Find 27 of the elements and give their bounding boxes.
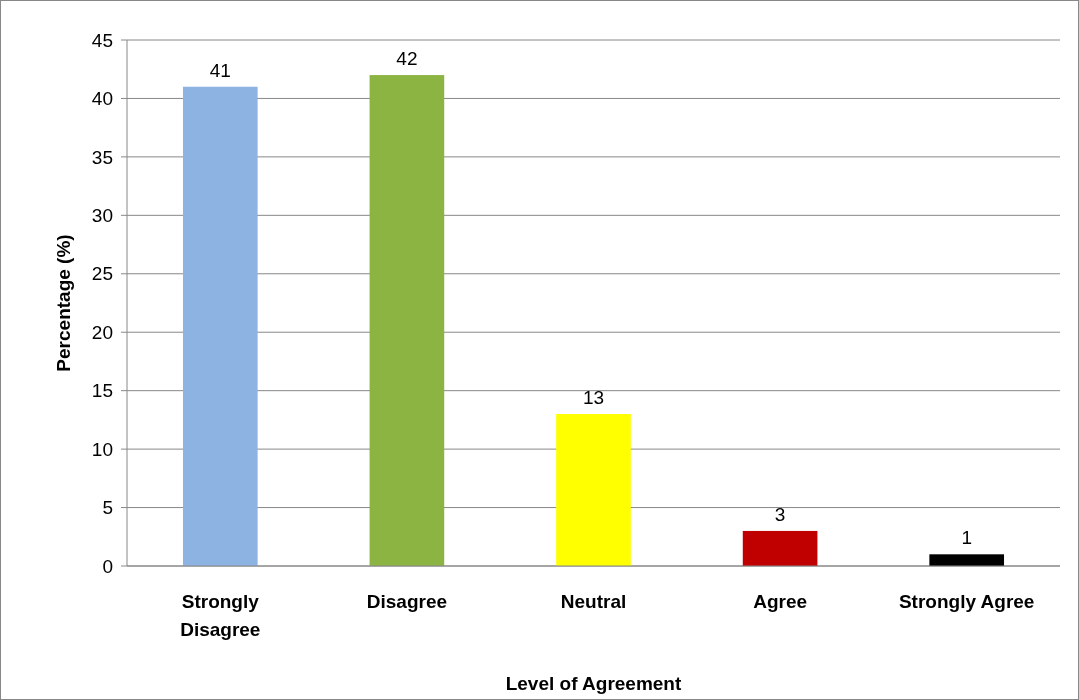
bar [742, 530, 818, 566]
bar [556, 414, 631, 566]
y-tick-label: 45 [91, 29, 113, 51]
y-tick-label: 35 [91, 146, 113, 168]
x-tick-label: Agree [753, 591, 808, 612]
data-label: 1 [961, 527, 972, 549]
data-label: 42 [396, 48, 418, 70]
y-tick-label: 15 [91, 380, 113, 402]
y-tick-label: 25 [91, 263, 113, 285]
y-tick-label: 40 [91, 88, 113, 110]
x-tick-label: Strongly Disagree [180, 591, 261, 640]
y-tick-label: 20 [91, 321, 113, 343]
y-tick-label: 0 [102, 555, 113, 577]
y-tick-label: 5 [102, 497, 113, 519]
data-label: 3 [774, 503, 786, 525]
x-axis-title: Level of Agreement [505, 673, 682, 694]
y-tick-label: 30 [91, 204, 113, 226]
x-tick-label: Strongly Agree [898, 591, 1035, 612]
data-label: 13 [582, 387, 605, 409]
bar [369, 75, 445, 566]
x-tick-label: Disagree [366, 591, 448, 612]
data-label: 41 [209, 59, 231, 81]
bar [182, 86, 258, 566]
y-tick-label: 10 [91, 438, 113, 460]
x-tick-label: Neutral [560, 591, 627, 612]
bar [929, 554, 1005, 566]
y-axis-title: Percentage (%) [53, 234, 74, 372]
